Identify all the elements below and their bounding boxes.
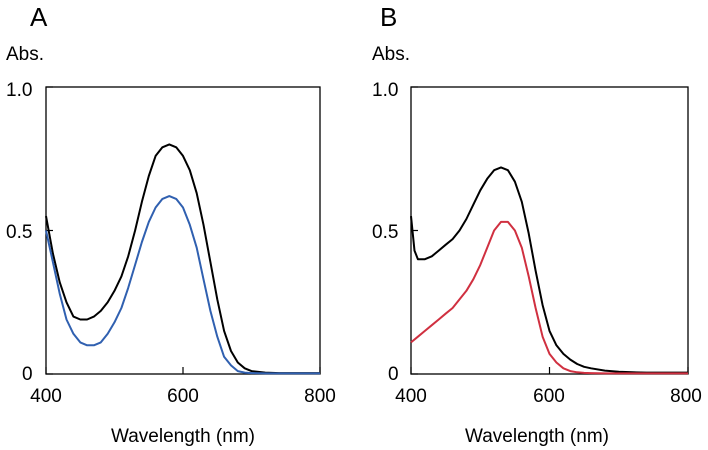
x-tick-label-left: 400 <box>395 386 427 407</box>
y-tick-label-bottom: 0 <box>388 364 399 385</box>
series-line-black <box>45 143 320 375</box>
x-tick-label-right: 800 <box>670 386 702 407</box>
y-tick-label-mid: 0.5 <box>372 222 398 243</box>
series-group <box>45 143 320 375</box>
panel-label: B <box>380 2 397 32</box>
tick-marks <box>45 86 321 375</box>
y-tick-label-mid: 0.5 <box>6 222 32 243</box>
panel-label: A <box>30 2 48 32</box>
plot-frame <box>45 86 321 375</box>
x-tick-label-left: 400 <box>30 386 62 407</box>
series-line-black <box>410 166 688 374</box>
series-line-blue <box>45 195 320 375</box>
y-tick-label-bottom: 0 <box>22 364 33 385</box>
series-group <box>410 166 688 375</box>
x-tick-label-right: 800 <box>304 386 336 407</box>
panel-a: A Abs. 1.0 0.5 0 400 600 800 Wavelength … <box>6 2 336 447</box>
x-tick-label-mid: 600 <box>533 386 565 407</box>
x-axis-label: Wavelength (nm) <box>465 426 609 447</box>
panel-b: B Abs. 1.0 0.5 0 400 600 800 Wavelength … <box>372 2 702 447</box>
x-axis-label: Wavelength (nm) <box>111 426 255 447</box>
series-line-red <box>410 220 688 375</box>
y-tick-label-top: 1.0 <box>372 80 398 101</box>
y-axis-label: Abs. <box>6 44 44 65</box>
x-tick-label-mid: 600 <box>167 386 199 407</box>
y-axis-label: Abs. <box>372 44 410 65</box>
y-tick-label-top: 1.0 <box>6 80 32 101</box>
tick-marks <box>410 86 689 375</box>
